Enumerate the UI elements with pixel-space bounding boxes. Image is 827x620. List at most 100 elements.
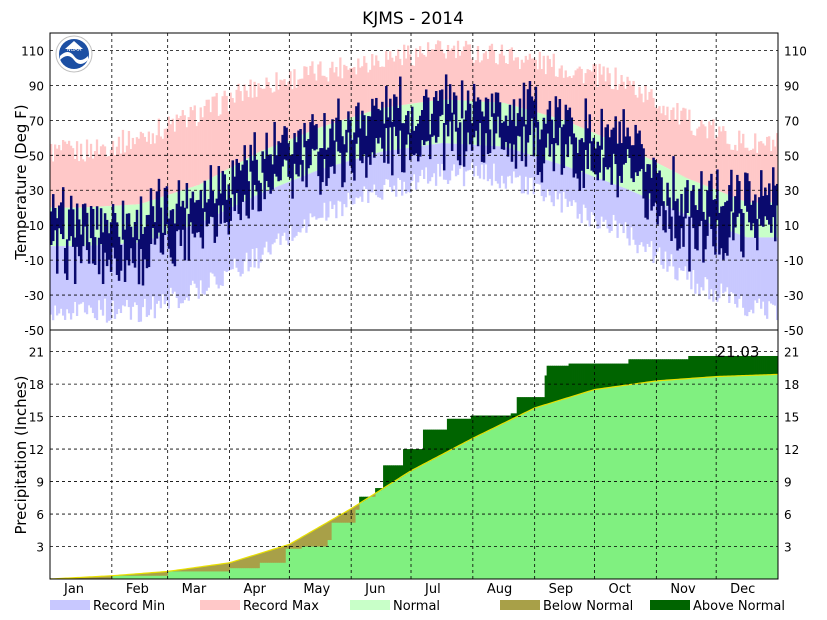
normal-band-day — [73, 207, 77, 247]
observed-temp-bar — [656, 173, 659, 225]
above-normal-precip-bar — [359, 496, 362, 503]
observed-temp-bar — [620, 143, 623, 183]
observed-temp-bar — [634, 124, 637, 173]
observed-temp-bar — [245, 160, 248, 216]
observed-temp-bar — [712, 199, 715, 247]
temperature-y-axis-label: Temperature (Deg F) — [12, 104, 30, 260]
record-min-band-day — [626, 189, 629, 239]
observed-temp-bar — [562, 124, 566, 169]
below-normal-precip-bar — [105, 576, 109, 579]
record-max-band-day — [618, 84, 621, 144]
above-normal-precip-bar — [452, 418, 456, 449]
record-max-band-day — [199, 107, 202, 184]
record-max-band-day — [71, 148, 75, 208]
record-min-band-day — [692, 217, 695, 271]
above-normal-precip-bar — [610, 363, 613, 388]
above-normal-precip-bar — [560, 365, 563, 400]
below-normal-precip-bar — [237, 560, 240, 569]
record-min-band-day — [271, 188, 274, 245]
observed-temp-bar — [79, 234, 83, 264]
record-max-band-day — [562, 77, 565, 121]
record-max-band-day — [620, 75, 623, 145]
record-max-band-day — [203, 106, 206, 182]
observed-temp-bar — [119, 244, 123, 271]
record-min-band-day — [203, 220, 206, 295]
observed-temp-bar — [137, 239, 141, 285]
observed-temp-bar — [297, 130, 300, 177]
above-normal-precip-bar — [628, 359, 631, 385]
observed-temp-bar — [145, 215, 149, 269]
observed-temp-bar — [568, 107, 572, 137]
record-max-band-day — [688, 109, 691, 180]
record-max-band-day — [600, 74, 603, 137]
record-max-band-day — [546, 55, 549, 116]
observed-temp-bar — [157, 178, 161, 233]
record-max-band-day — [219, 114, 222, 174]
temp-y-tick-right: 90 — [784, 79, 799, 93]
below-normal-precip-bar — [245, 557, 248, 569]
normal-band-day — [668, 169, 671, 208]
record-max-band-day — [149, 144, 153, 201]
observed-temp-bar — [221, 170, 225, 206]
below-normal-precip-bar — [305, 534, 308, 547]
above-normal-precip-bar — [624, 363, 627, 386]
record-max-band-day — [273, 91, 276, 146]
record-min-band-day — [215, 214, 218, 285]
temp-y-tick-left: 110 — [21, 44, 44, 58]
normal-band-day — [460, 100, 464, 145]
record-max-band-day — [359, 67, 362, 115]
above-normal-precip-bar — [399, 465, 402, 478]
record-max-band-day — [508, 49, 512, 105]
record-min-band-day — [261, 192, 264, 255]
record-min-band-day — [229, 207, 232, 270]
record-max-band-day — [442, 53, 446, 100]
record-max-band-day — [413, 65, 416, 104]
record-min-band-day — [393, 149, 396, 186]
legend-label: Above Normal — [693, 599, 785, 614]
record-max-band-day — [111, 140, 115, 206]
observed-temp-bar — [209, 165, 213, 217]
record-min-band-day — [313, 171, 316, 217]
above-normal-precip-bar — [674, 359, 677, 380]
noaa-logo-wave — [60, 52, 88, 64]
record-min-band — [50, 143, 779, 323]
observed-temp-bar — [239, 170, 242, 221]
above-normal-precip-bar — [622, 363, 625, 386]
below-normal-precip-bar — [79, 577, 83, 579]
record-min-band-day — [189, 226, 192, 286]
record-max-band-day — [315, 80, 318, 129]
observed-temp-bar — [688, 216, 691, 272]
record-min-band-day — [129, 243, 133, 320]
record-min-band-day — [213, 215, 216, 277]
record-min-band-day — [554, 162, 557, 191]
record-max-band-day — [462, 46, 466, 101]
record-min-band-day — [620, 186, 623, 225]
record-min-band-day — [325, 167, 328, 221]
above-normal-precip-bar — [562, 365, 565, 400]
below-normal-precip-bar — [193, 567, 196, 572]
record-max-band-day — [73, 158, 77, 208]
record-min-band-day — [426, 145, 430, 184]
record-min-band-day — [367, 155, 370, 203]
above-normal-precip-bar — [540, 397, 544, 406]
record-max-band-day — [141, 133, 145, 204]
record-min-band-day — [145, 240, 149, 317]
record-min-band-day — [309, 173, 312, 214]
record-max-band-day — [129, 149, 133, 205]
record-max-band-day — [706, 138, 709, 187]
observed-temp-bar — [295, 142, 298, 175]
record-min-band-day — [454, 143, 458, 177]
observed-temp-bar — [732, 212, 735, 241]
temp-y-tick-right: 30 — [784, 184, 799, 198]
record-max-band-day — [490, 43, 494, 103]
below-normal-precip-bar — [255, 554, 258, 569]
record-min-band-day — [668, 207, 671, 267]
observed-temp-bar — [355, 106, 358, 144]
above-normal-precip-bar — [395, 465, 398, 481]
below-normal-precip-bar — [277, 547, 280, 563]
record-max-band-day — [355, 74, 358, 116]
observed-temp-bar — [664, 210, 667, 233]
normal-band-day — [215, 175, 218, 215]
observed-temp-bar — [359, 128, 362, 161]
record-min-band-day — [399, 149, 402, 180]
